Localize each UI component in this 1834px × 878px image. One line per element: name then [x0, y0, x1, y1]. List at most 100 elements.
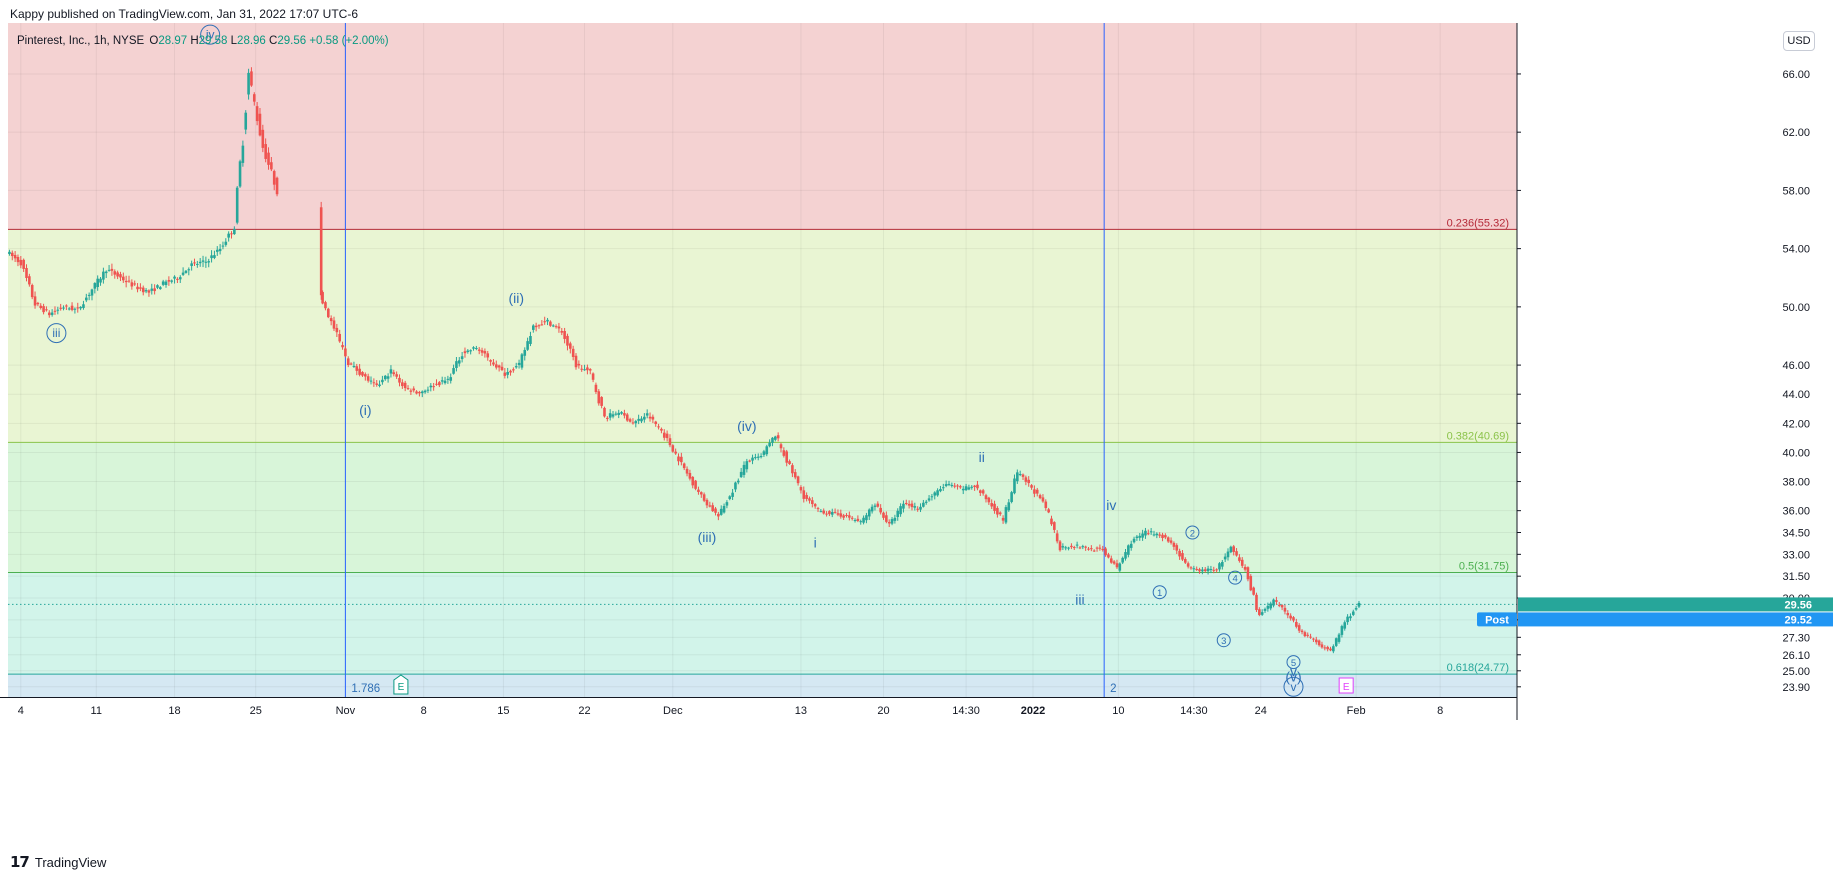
earnings-marker-0[interactable]: E: [393, 674, 409, 695]
candle-428: [1266, 602, 1270, 612]
candle-262: [793, 469, 797, 480]
candle-192: [594, 382, 598, 394]
wave-label-1[interactable]: iii: [46, 323, 67, 344]
currency-button[interactable]: USD: [1783, 31, 1815, 51]
wave-label-4[interactable]: (iv): [737, 418, 756, 434]
candle-18: [59, 303, 62, 311]
candle-339: [1013, 474, 1016, 495]
candle-2: [13, 251, 17, 263]
candlesticks: [8, 67, 1361, 654]
wave-label-17[interactable]: v: [1283, 676, 1304, 697]
candle-438: [1295, 618, 1298, 629]
candle-440: [1300, 629, 1304, 635]
candle-289: [870, 504, 874, 514]
candle-115: [375, 380, 379, 387]
candle-297: [893, 514, 897, 524]
candle-187: [580, 364, 584, 372]
candle-369: [1098, 544, 1102, 551]
legend-close-label: C: [269, 35, 278, 47]
candle-452: [1334, 637, 1338, 648]
candle-300: [902, 500, 905, 513]
candle-32: [99, 277, 102, 286]
candle-280: [845, 513, 848, 518]
candle-29: [90, 288, 94, 301]
candle-130: [418, 390, 421, 397]
candle-460: [1357, 600, 1361, 609]
candle-394: [1169, 537, 1173, 545]
candle-7: [28, 273, 31, 287]
wave-label-5[interactable]: (iii): [698, 529, 717, 545]
candle-24: [76, 302, 80, 313]
wave-label-13[interactable]: 3: [1216, 633, 1231, 648]
x-tick-label-16: Feb: [1347, 705, 1366, 717]
candle-1: [10, 250, 14, 261]
svg-text:Post: Post: [1485, 614, 1509, 626]
zone-above-0-236: [8, 23, 1517, 230]
candle-371: [1104, 546, 1107, 557]
candle-253: [768, 439, 771, 448]
wave-label-7[interactable]: ii: [979, 449, 985, 465]
wave-label-11[interactable]: 1: [1152, 585, 1167, 600]
candle-355: [1058, 540, 1062, 552]
wave-label-15[interactable]: v: [1290, 663, 1297, 679]
candle-261: [791, 463, 794, 478]
wave-label-10[interactable]: 2: [1185, 525, 1200, 540]
candle-272: [822, 508, 826, 515]
wave-label-14[interactable]: 5: [1286, 655, 1301, 670]
candle-221: [677, 453, 680, 466]
candle-412: [1221, 559, 1224, 570]
candle-398: [1181, 550, 1184, 561]
candle-411: [1218, 562, 1221, 572]
candle-216: [662, 429, 666, 441]
candle-444: [1312, 637, 1315, 642]
candle-14: [47, 310, 51, 318]
candle-315: [944, 480, 948, 488]
candle-309: [927, 495, 931, 502]
candle-246: [748, 459, 751, 463]
candle-268: [811, 497, 814, 508]
candle-325: [973, 484, 976, 491]
wave-label-16[interactable]: (v): [1285, 669, 1301, 685]
wave-label-12[interactable]: 4: [1228, 570, 1243, 585]
wave-label-6[interactable]: i: [814, 535, 817, 551]
candle-182: [566, 333, 569, 351]
candle-335: [1001, 515, 1005, 524]
candle-117: [381, 375, 384, 385]
candle-326: [976, 480, 979, 491]
tradingview-logo-icon: 17: [10, 853, 30, 871]
candle-89: [261, 124, 265, 153]
candle-128: [412, 386, 416, 393]
candle-425: [1258, 607, 1261, 617]
candle-166: [520, 352, 524, 370]
svg-text:29.52: 29.52: [1784, 614, 1812, 626]
candle-344: [1027, 476, 1031, 487]
candle-194: [600, 396, 603, 409]
wave-label-0[interactable]: iv: [200, 24, 221, 45]
candle-361: [1075, 541, 1079, 549]
wave-label-2[interactable]: (ii): [508, 290, 524, 306]
candle-152: [480, 347, 484, 356]
wave-label-3[interactable]: (i): [359, 402, 371, 418]
candle-186: [577, 360, 581, 369]
candle-30: [93, 282, 97, 294]
candle-314: [941, 483, 945, 491]
candle-160: [503, 367, 507, 379]
candle-57: [170, 279, 174, 284]
candle-263: [796, 475, 800, 486]
candle-267: [808, 496, 811, 504]
wave-label-8[interactable]: iv: [1106, 497, 1116, 513]
candle-431: [1275, 596, 1278, 605]
candle-199: [614, 411, 618, 416]
candle-16: [53, 306, 57, 315]
candle-179: [557, 322, 561, 333]
candle-223: [682, 462, 686, 471]
candle-278: [839, 509, 843, 519]
y-tick-label-9: 38.00: [1782, 477, 1810, 489]
candle-10: [36, 301, 40, 307]
grid-lines: [8, 23, 1517, 697]
candle-176: [549, 320, 552, 327]
candle-402: [1192, 565, 1196, 573]
earnings-marker-1[interactable]: E: [1338, 677, 1354, 694]
wave-label-9[interactable]: iii: [1075, 591, 1084, 607]
